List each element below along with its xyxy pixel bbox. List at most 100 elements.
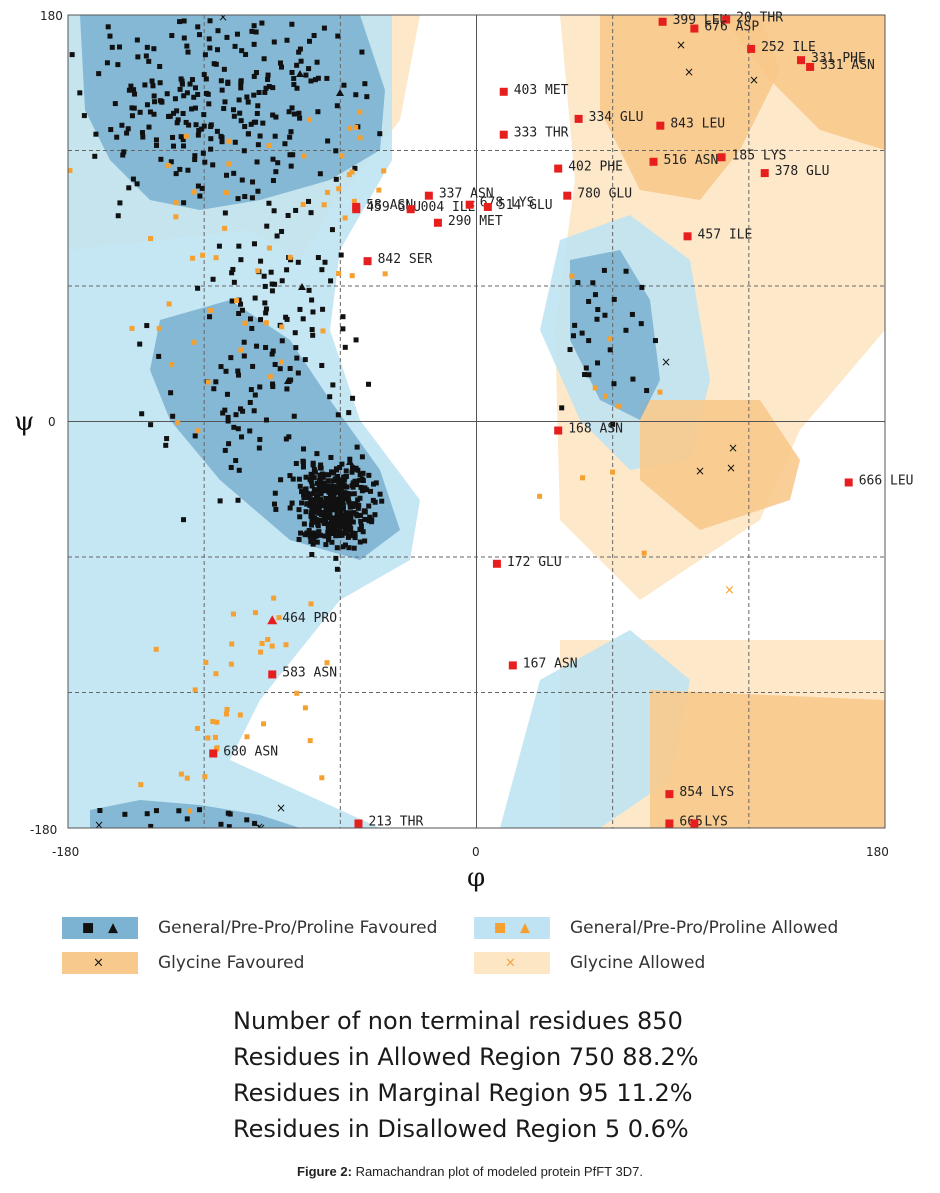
favoured-point [129,113,135,119]
favoured-point [206,101,212,107]
allowed-point [300,201,306,207]
favoured-point [311,500,317,506]
x-tick-zero: 0 [472,845,480,859]
favoured-point [345,492,351,498]
favoured-point [342,521,348,527]
favoured-point [168,390,174,396]
favoured-point [323,472,329,478]
allowed-point [271,595,277,601]
favoured-point [195,24,201,30]
favoured-point [334,520,340,526]
allowed-point [226,161,232,167]
favoured-point [310,309,316,315]
favoured-point [301,521,307,527]
favoured-point [225,418,231,424]
favoured-point [358,523,364,529]
favoured-point [144,323,150,329]
favoured-point [307,38,313,44]
allowed-point [165,162,171,168]
favoured-point [140,134,146,140]
outlier-marker [268,670,277,679]
favoured-point [195,183,201,189]
favoured-point [107,33,113,39]
triangle-marker-icon: ▲ [520,920,530,936]
favoured-point [303,495,309,501]
allowed-point [68,167,73,173]
favoured-point [595,360,601,366]
favoured-point [255,103,261,109]
favoured-point [272,361,278,367]
favoured-point [291,413,297,419]
outlier-label: 680 ASN [223,744,278,759]
favoured-point [207,18,213,24]
favoured-point [314,59,320,65]
favoured-point [284,37,290,43]
favoured-point [287,134,293,140]
favoured-point [315,255,321,261]
favoured-point [122,811,128,817]
allowed-point [192,687,198,693]
outlier-marker [554,426,563,435]
favoured-point [126,185,132,191]
favoured-point [311,536,317,542]
favoured-point [131,87,137,93]
favoured-point [170,413,176,419]
legend-label: Glycine Allowed [570,953,706,973]
favoured-point [170,134,176,140]
favoured-point [130,176,136,182]
favoured-point [272,133,278,139]
favoured-point [206,36,212,42]
favoured-point [191,94,197,100]
favoured-point [235,426,241,432]
favoured-point [164,91,170,97]
outlier-marker [499,87,508,96]
favoured-point [195,285,201,291]
favoured-point [142,82,148,88]
favoured-point [366,381,372,387]
favoured-point [358,512,364,518]
favoured-point [331,530,337,536]
favoured-point [331,493,337,499]
favoured-point [238,78,244,84]
favoured-point [239,307,245,313]
favoured-point [181,35,187,41]
favoured-point [251,241,257,247]
allowed-point [252,610,258,616]
outlier-marker [508,661,517,670]
outlier-label: 20 THR [736,11,783,26]
favoured-point [303,72,309,78]
favoured-point [265,72,271,78]
square-marker-icon: ■ [82,920,95,936]
favoured-point [362,538,368,544]
outlier-marker [406,205,415,214]
proline-favoured-point [346,458,354,465]
favoured-point [229,270,235,276]
favoured-point [362,509,368,515]
allowed-point [265,636,271,642]
allowed-point [184,775,190,781]
legend-label: General/Pre-Pro/Proline Allowed [570,918,839,938]
favoured-point [177,19,183,25]
favoured-point [263,85,269,91]
favoured-point [189,77,195,83]
favoured-point [109,44,115,50]
outlier-marker [665,819,674,828]
favoured-point [278,477,284,483]
favoured-point [322,259,328,265]
glycine-point: × [276,801,286,815]
favoured-point [575,280,581,286]
favoured-point [339,485,345,491]
favoured-point [251,41,257,47]
favoured-point [208,123,214,129]
favoured-point [132,91,138,97]
favoured-point [115,62,121,68]
allowed-point [148,236,154,242]
favoured-point [303,474,309,480]
favoured-point [243,52,249,58]
favoured-point [213,379,219,385]
grid-lines [68,15,885,828]
outlier-label: 843 LEU [670,117,725,132]
favoured-point [228,464,234,470]
favoured-point [329,539,335,545]
favoured-point [301,446,307,452]
